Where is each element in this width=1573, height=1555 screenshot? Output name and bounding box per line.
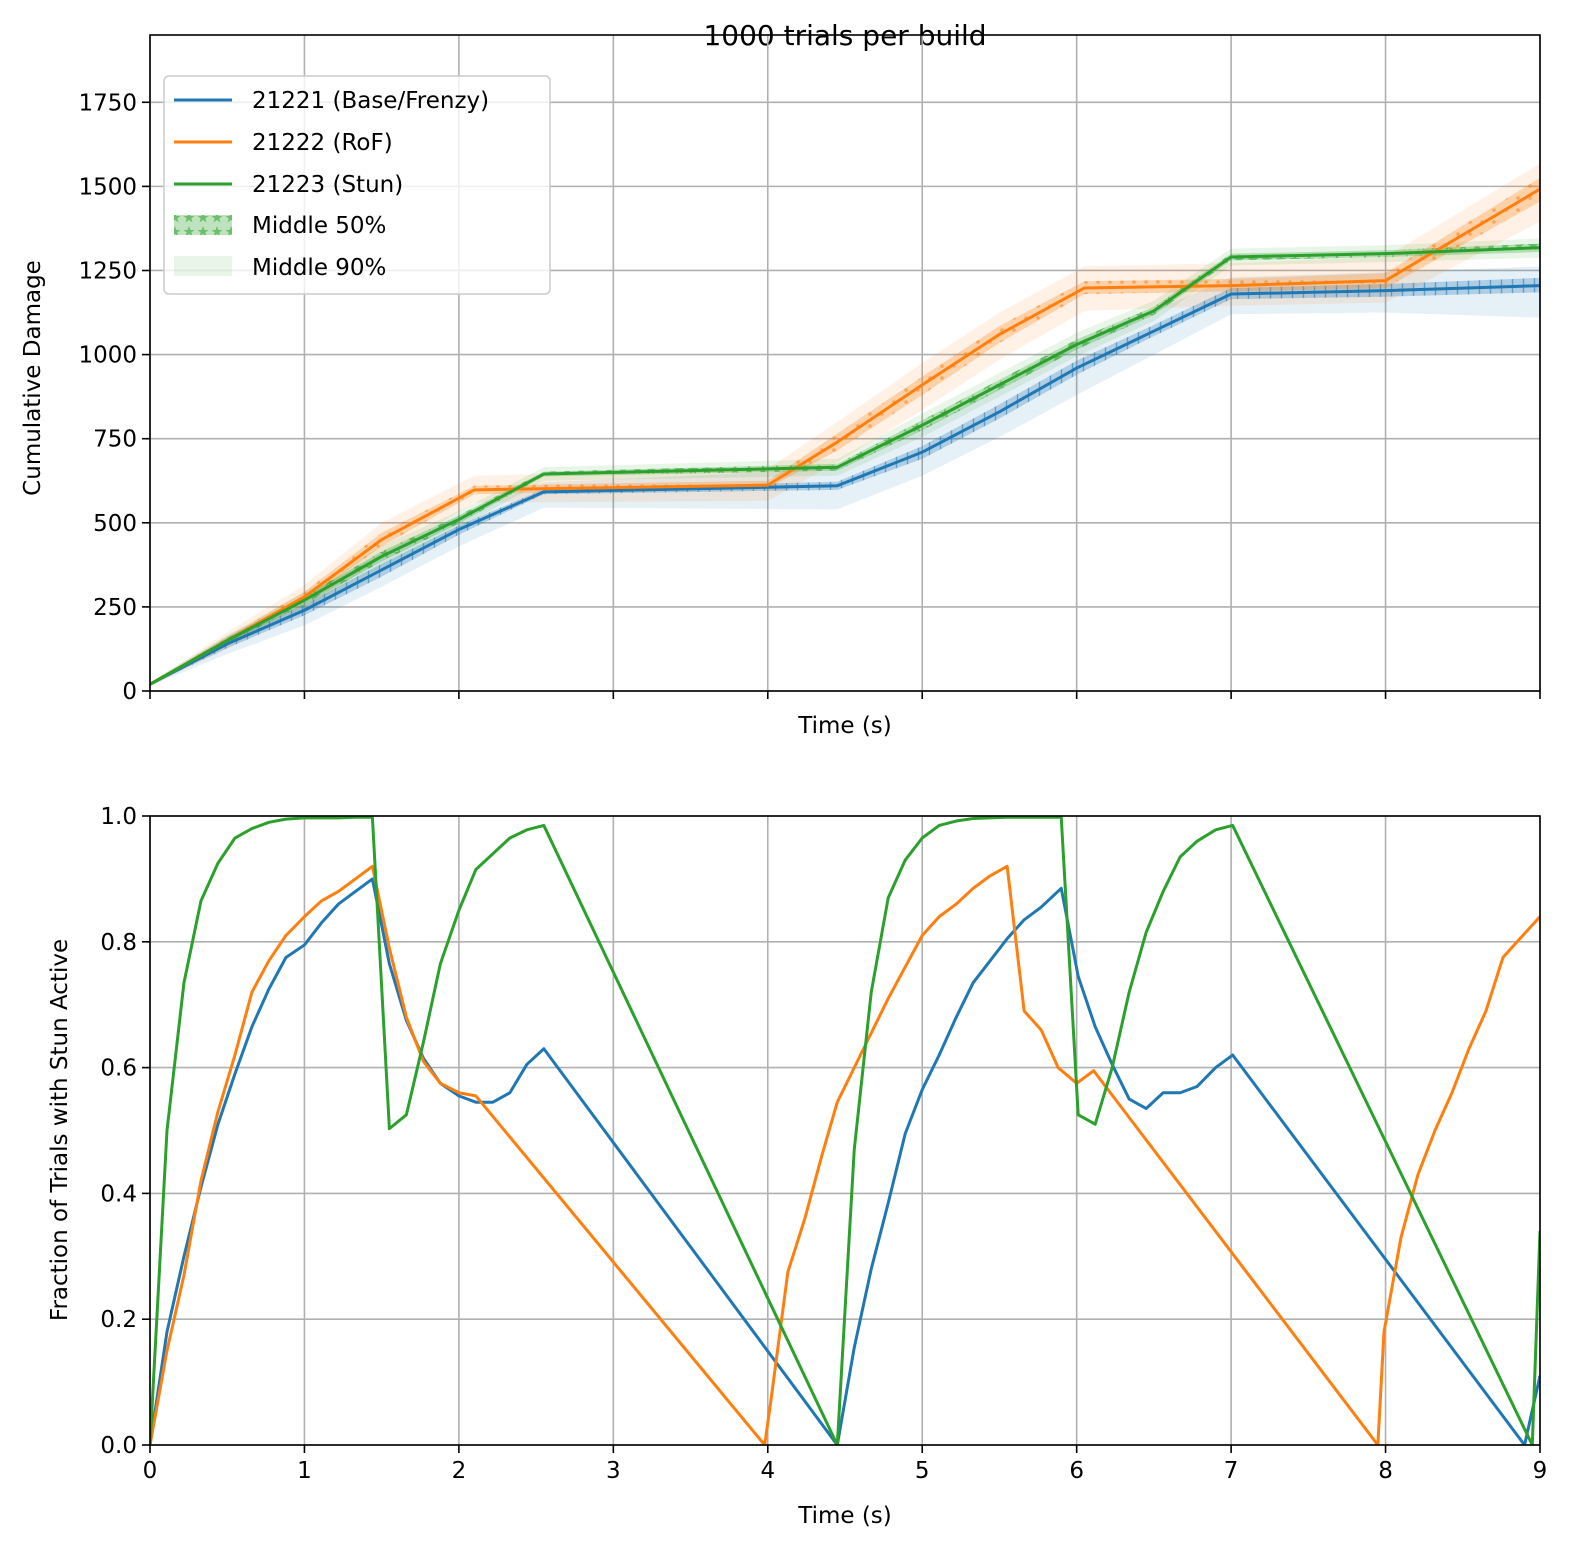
legend-swatch-middle-50-hatch xyxy=(174,215,232,235)
bottom-panel: 0 1 2 3 4 5 6 7 8 9 0.0 0.2 0.4 0.6 0.8 1.0 Time (s) F… xyxy=(47,804,1547,1529)
band-90 xyxy=(150,163,1540,686)
x-tick-label: 3 xyxy=(606,1458,621,1484)
y-tick-label: 0.8 xyxy=(100,930,137,956)
legend-label-21222: 21222 (RoF) xyxy=(252,130,393,156)
legend-frame xyxy=(163,75,551,295)
legend-label-21221: 21221 (Base/Frenzy) xyxy=(252,88,489,114)
y-tick-label: 250 xyxy=(93,595,137,621)
y-tick-label: 0.6 xyxy=(100,1056,137,1082)
bottom-series-lines xyxy=(150,816,1540,1445)
top-panel: 1000 trials per build 025050075010001250… xyxy=(20,19,1541,739)
y-tick-label: 0.4 xyxy=(100,1181,137,1207)
bottom-y-axis-label: Fraction of Trials with Stun Active xyxy=(47,939,73,1321)
x-tick-label: 7 xyxy=(1224,1458,1239,1484)
bottom-y-ticks: 0.0 0.2 0.4 0.6 0.8 1.0 xyxy=(100,804,150,1459)
top-series-lines xyxy=(150,187,1540,686)
series-line xyxy=(150,246,1540,686)
y-tick-label: 1000 xyxy=(78,343,137,369)
x-tick-label: 2 xyxy=(452,1458,467,1484)
x-tick-label: 8 xyxy=(1378,1458,1393,1484)
y-tick-label: 750 xyxy=(93,427,137,453)
bottom-gridlines xyxy=(149,815,1541,1446)
x-tick-label: 5 xyxy=(915,1458,930,1484)
top-x-ticks xyxy=(149,691,1541,699)
y-tick-label: 0.2 xyxy=(100,1307,137,1333)
bottom-x-axis-label: Time (s) xyxy=(797,1503,892,1529)
y-tick-label: 1250 xyxy=(78,258,137,284)
legend-swatch-middle-90 xyxy=(174,256,232,276)
legend: 21221 (Base/Frenzy) 21222 (RoF) 21223 (S… xyxy=(163,75,551,295)
legend-label-middle-50: Middle 50% xyxy=(252,213,386,239)
y-tick-label: 1750 xyxy=(78,90,137,116)
y-tick-label: 0.0 xyxy=(100,1433,137,1459)
x-tick-label: 6 xyxy=(1069,1458,1084,1484)
series-line xyxy=(150,816,1540,1445)
legend-label-middle-90: Middle 90% xyxy=(252,255,386,281)
top-plot-frame xyxy=(149,34,1541,692)
series-line xyxy=(150,284,1540,686)
series-line xyxy=(150,187,1540,686)
series-line xyxy=(150,864,1540,1445)
x-tick-label: 9 xyxy=(1533,1458,1548,1484)
bottom-x-ticks: 0 1 2 3 4 5 6 7 8 9 xyxy=(143,1445,1548,1484)
x-tick-label: 1 xyxy=(297,1458,312,1484)
y-tick-label: 1.0 xyxy=(100,804,137,830)
top-y-ticks: 0 250 500 750 1000 1250 1500 1750 xyxy=(78,90,150,705)
x-tick-label: 4 xyxy=(760,1458,775,1484)
y-tick-label: 1500 xyxy=(78,174,137,200)
band-90 xyxy=(150,266,1540,686)
x-tick-label: 0 xyxy=(143,1458,158,1484)
top-y-axis-label: Cumulative Damage xyxy=(20,260,46,496)
series-line xyxy=(150,877,1540,1445)
y-tick-label: 500 xyxy=(93,511,137,537)
bottom-plot-frame xyxy=(149,815,1541,1446)
top-x-axis-label: Time (s) xyxy=(797,713,892,739)
legend-label-21223: 21223 (Stun) xyxy=(252,172,403,198)
y-tick-label: 0 xyxy=(122,679,137,705)
band-50-hatch xyxy=(150,177,1540,685)
